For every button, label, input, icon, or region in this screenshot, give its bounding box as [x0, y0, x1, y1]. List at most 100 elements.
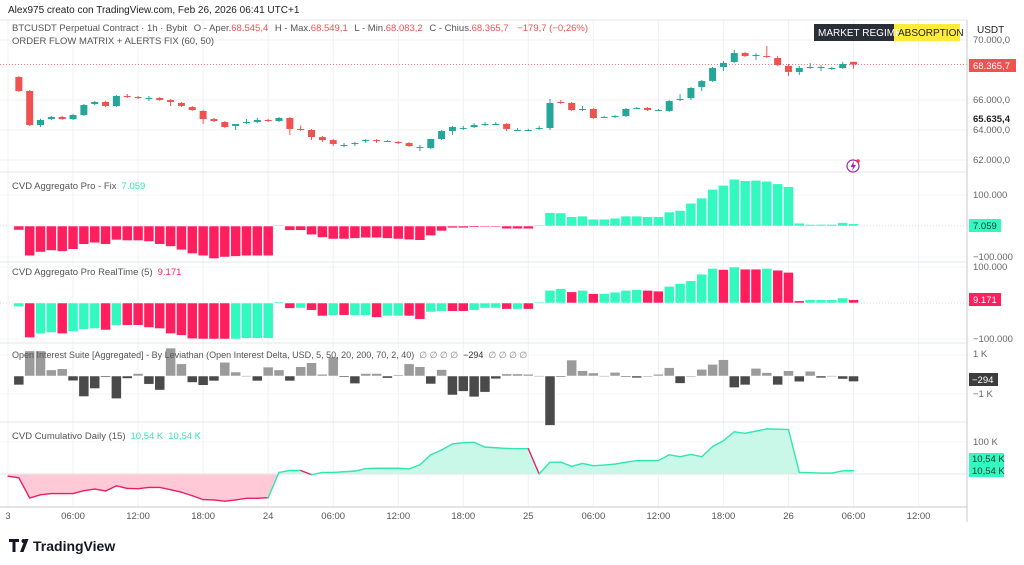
candle [308, 128, 316, 141]
candle-body [503, 124, 511, 129]
oi-na-2: ∅ ∅ ∅ ∅ [488, 350, 527, 360]
oi-bar [826, 375, 838, 377]
cvd-cum-segment [83, 488, 96, 492]
price-axis[interactable]: USDT 70.000,0 66.000,0 64.000,0 62.000,0 65… [966, 20, 1016, 522]
cvd-rt-bar [121, 302, 133, 326]
cvd-fix-bars [13, 178, 859, 259]
cvd-rt-bar [176, 302, 187, 336]
cvd-fix-bar [35, 225, 46, 253]
candle [839, 62, 847, 69]
cvd-rt-bar [154, 302, 166, 329]
cvd-rt-bar [392, 302, 404, 317]
cvd-fix-bar [306, 225, 317, 235]
cvd-fix-bar [111, 225, 122, 241]
candle-body [297, 128, 305, 130]
regime-label: MARKET REGIME [818, 28, 902, 39]
oi-bar [750, 368, 762, 377]
cvd-rt-bar [436, 302, 447, 312]
candle [665, 100, 673, 112]
cvd-cum-segment [690, 453, 703, 458]
oi-bar [501, 373, 512, 377]
main-legend[interactable]: BTCUSDT Perpetual Contract · 1h · Bybit … [12, 23, 588, 34]
cvd-rt-legend[interactable]: CVD Aggregato Pro RealTime (5) 9.171 [12, 267, 181, 278]
oi-title: Open Interest Suite [Aggregated] - By Le… [12, 350, 414, 360]
candle [795, 65, 803, 75]
candle [69, 113, 77, 121]
candle-body [448, 127, 456, 132]
cvd-cum-segment [310, 471, 324, 476]
candle [524, 128, 532, 132]
cvd-cum-segment [332, 471, 345, 474]
candle-body [123, 95, 131, 97]
cvd-cum-segment [592, 464, 605, 467]
oi-bar [718, 359, 729, 377]
oi-bar [468, 375, 480, 398]
indicator-legend[interactable]: ORDER FLOW MATRIX + ALERTS FIX (60, 50) [12, 36, 214, 47]
oi-bar [425, 375, 437, 385]
cvd-fix-bar [642, 216, 653, 227]
cvd-rt-bar [609, 291, 621, 304]
cvd-cum-segment [94, 488, 107, 492]
low-value: 68.083,2 [386, 23, 423, 34]
cvd-fix-bar [295, 225, 306, 231]
cvd-cum-segment [755, 428, 768, 432]
cvd-fix-bar [360, 225, 371, 239]
oi-bar [154, 375, 166, 391]
oi-legend[interactable]: Open Interest Suite [Aggregated] - By Le… [12, 350, 527, 360]
oi-bar [349, 375, 361, 384]
cvd-fix-bar [837, 222, 848, 227]
candle-body [167, 100, 175, 102]
cvd-fix-bar [241, 225, 252, 257]
candle-body [546, 103, 554, 129]
candle-body [654, 110, 662, 112]
time-label: 06:00 [61, 511, 85, 522]
cvd-cum-legend[interactable]: CVD Cumulativo Daily (15) 10,54 K 10,54 K [12, 431, 202, 442]
candle-body [611, 116, 619, 118]
cvd-fix-badge [969, 219, 1001, 232]
cvd-cum-segment [657, 454, 670, 462]
cvd-fix-bar [685, 203, 697, 227]
cvd-fix-bar [490, 225, 502, 228]
high-value: 68.549,1 [311, 23, 348, 34]
time-label: 12:00 [907, 511, 931, 522]
candle [47, 116, 55, 121]
tradingview-logo[interactable]: TradingView [9, 538, 115, 554]
oi-bar [78, 375, 90, 397]
oi-bar [371, 373, 382, 377]
oi-bar [479, 375, 491, 393]
candle-body [774, 58, 782, 66]
cvd-cum-segment [72, 489, 85, 495]
candle [275, 116, 283, 123]
cvd-rt-bar [674, 283, 686, 304]
cvd-fix-bar [143, 225, 155, 242]
candle [763, 46, 771, 58]
cvd-rt-bar [588, 293, 599, 304]
cvd-fix-bar [458, 225, 469, 229]
candle [828, 67, 836, 70]
cvd-cum-segment [169, 488, 183, 493]
cvd-cum-segment [343, 470, 356, 473]
cvd-cum-badge-label-1: 10,54 K [972, 454, 1005, 465]
cvd-fix-bar [696, 197, 708, 227]
candle [546, 98, 554, 130]
grid [0, 19, 967, 507]
oi-bar [533, 375, 545, 377]
cvd-fix-bar [67, 225, 79, 250]
oi-bar [685, 375, 697, 378]
candle [817, 65, 825, 72]
cvd-fix-bar [815, 224, 827, 227]
oi-bar [588, 372, 599, 377]
time-axis[interactable]: 3 06:00 12:00 18:00 24 06:00 12:00 18:00 25 06:00… [5, 511, 930, 522]
time-label: 18:00 [712, 511, 736, 522]
lightning-alert-icon[interactable] [846, 159, 860, 173]
oi-bar [403, 363, 415, 377]
cvd-rt-bar [262, 302, 274, 339]
cvd-fix-bar [327, 225, 339, 240]
candle-body [210, 119, 218, 121]
cvd-rt-bar [804, 299, 816, 304]
candle-body [459, 128, 467, 130]
cvd-fix-legend[interactable]: CVD Aggregato Pro - Fix 7.059 [12, 181, 145, 192]
cvd-fix-bar [338, 225, 350, 240]
cvd-cum-fill-positive [8, 428, 854, 474]
